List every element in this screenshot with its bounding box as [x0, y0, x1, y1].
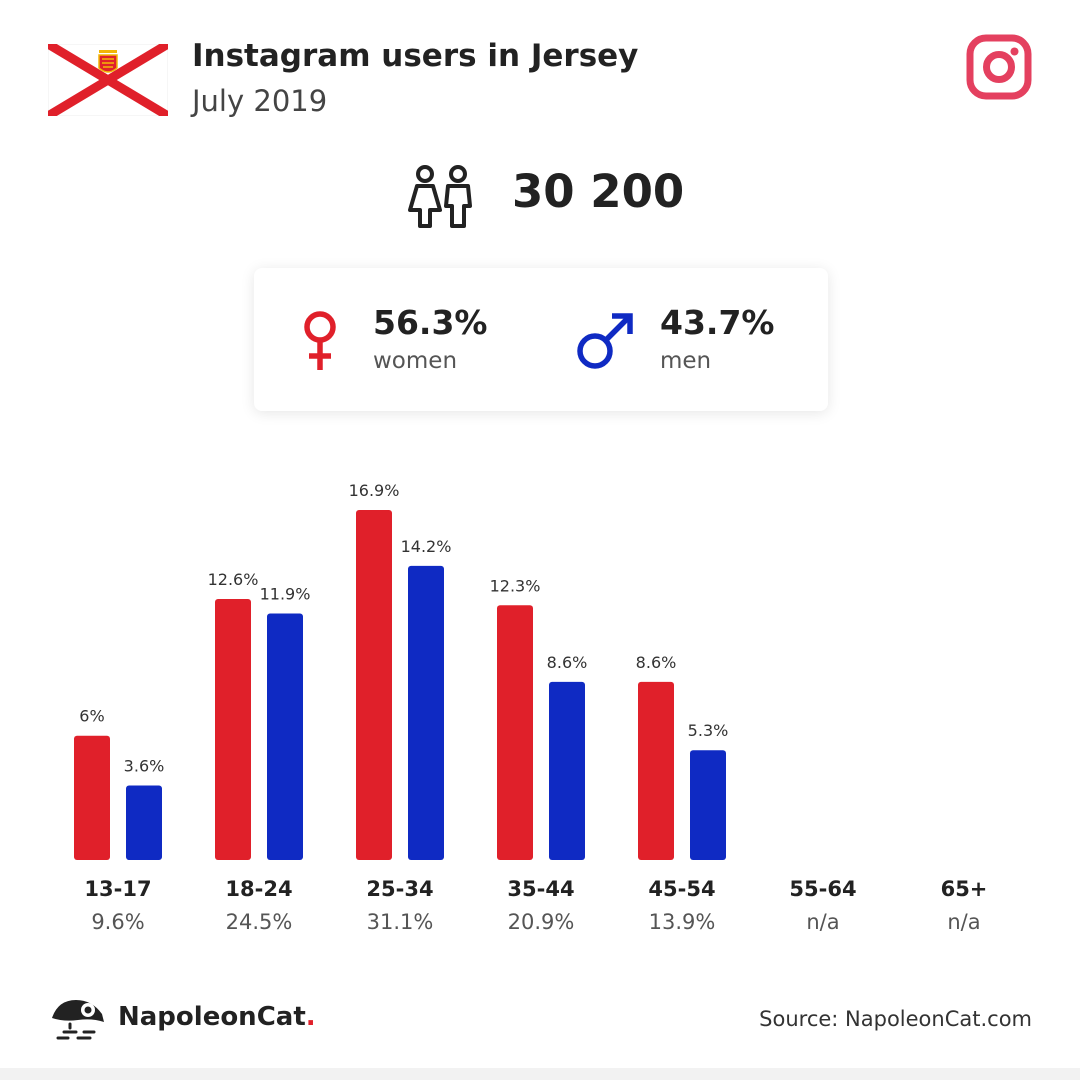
category-share-35-44: 20.9% — [507, 910, 575, 934]
bar-men-18-24 — [267, 613, 303, 860]
brand-name-text: NapoleonCat — [118, 1002, 306, 1032]
category-share-65+: n/a — [947, 910, 981, 934]
jersey-flag-icon — [48, 44, 168, 116]
category-label-25-34: 25-34 — [366, 877, 434, 901]
bar-label-women-45-54: 8.6% — [636, 653, 677, 672]
bar-men-45-54 — [690, 750, 726, 860]
men-percent: 43.7% — [660, 303, 775, 342]
total-users: 30 200 — [512, 165, 685, 218]
bar-label-men-45-54: 5.3% — [688, 721, 729, 740]
gender-card — [254, 268, 828, 411]
bar-label-men-13-17: 3.6% — [124, 756, 165, 775]
bar-label-women-13-17: 6% — [79, 707, 104, 726]
category-share-55-64: n/a — [806, 910, 840, 934]
footer-strip — [0, 1068, 1080, 1080]
brand-dot: . — [305, 1002, 316, 1032]
source-text: Source: NapoleonCat.com — [759, 1007, 1032, 1031]
bar-men-25-34 — [408, 565, 444, 860]
bar-label-men-25-34: 14.2% — [401, 537, 452, 556]
category-share-45-54: 13.9% — [648, 910, 716, 934]
category-label-55-64: 55-64 — [789, 877, 857, 901]
category-share-13-17: 9.6% — [91, 910, 145, 934]
bar-women-13-17 — [74, 735, 110, 860]
bar-label-women-25-34: 16.9% — [349, 481, 400, 500]
bar-women-25-34 — [356, 510, 392, 860]
users-icon — [408, 165, 472, 228]
age-gender-chart: 6% 3.6% 12.6% 11.9% 16.9% 14.2% 12.3% 8.6% 8.6% 5… — [0, 440, 1080, 960]
female-symbol-icon — [304, 311, 336, 370]
bar-women-45-54 — [638, 681, 674, 860]
men-label: men — [660, 348, 712, 374]
category-label-35-44: 35-44 — [507, 877, 575, 901]
category-label-18-24: 18-24 — [225, 877, 293, 901]
category-share-18-24: 24.5% — [225, 910, 293, 934]
category-share-25-34: 31.1% — [366, 910, 434, 934]
bar-women-35-44 — [497, 605, 533, 860]
page-title: Instagram users in Jersey — [192, 38, 639, 74]
women-percent: 56.3% — [373, 303, 488, 342]
bar-men-35-44 — [549, 681, 585, 860]
bar-label-men-18-24: 11.9% — [260, 585, 311, 604]
bar-label-men-35-44: 8.6% — [547, 653, 588, 672]
page-subtitle: July 2019 — [192, 84, 328, 118]
bar-men-13-17 — [126, 785, 162, 860]
category-label-13-17: 13-17 — [84, 877, 152, 901]
women-label: women — [373, 348, 458, 374]
category-label-45-54: 45-54 — [648, 877, 716, 901]
chart-svg: 6% 3.6% 12.6%11.9% 16.9% 14.2% 12.3% 8.6% 8.6% 5… — [74, 481, 729, 860]
napoleoncat-logo-icon — [52, 1000, 104, 1040]
bar-women-18-24 — [215, 599, 251, 860]
instagram-icon — [966, 34, 1032, 100]
bar-label-women-18-24: 12.6% — [208, 570, 259, 589]
male-symbol-icon — [577, 313, 633, 369]
bar-label-women-35-44: 12.3% — [490, 576, 541, 595]
category-label-65+: 65+ — [940, 877, 988, 901]
brand-name: NapoleonCat. — [118, 1002, 316, 1032]
